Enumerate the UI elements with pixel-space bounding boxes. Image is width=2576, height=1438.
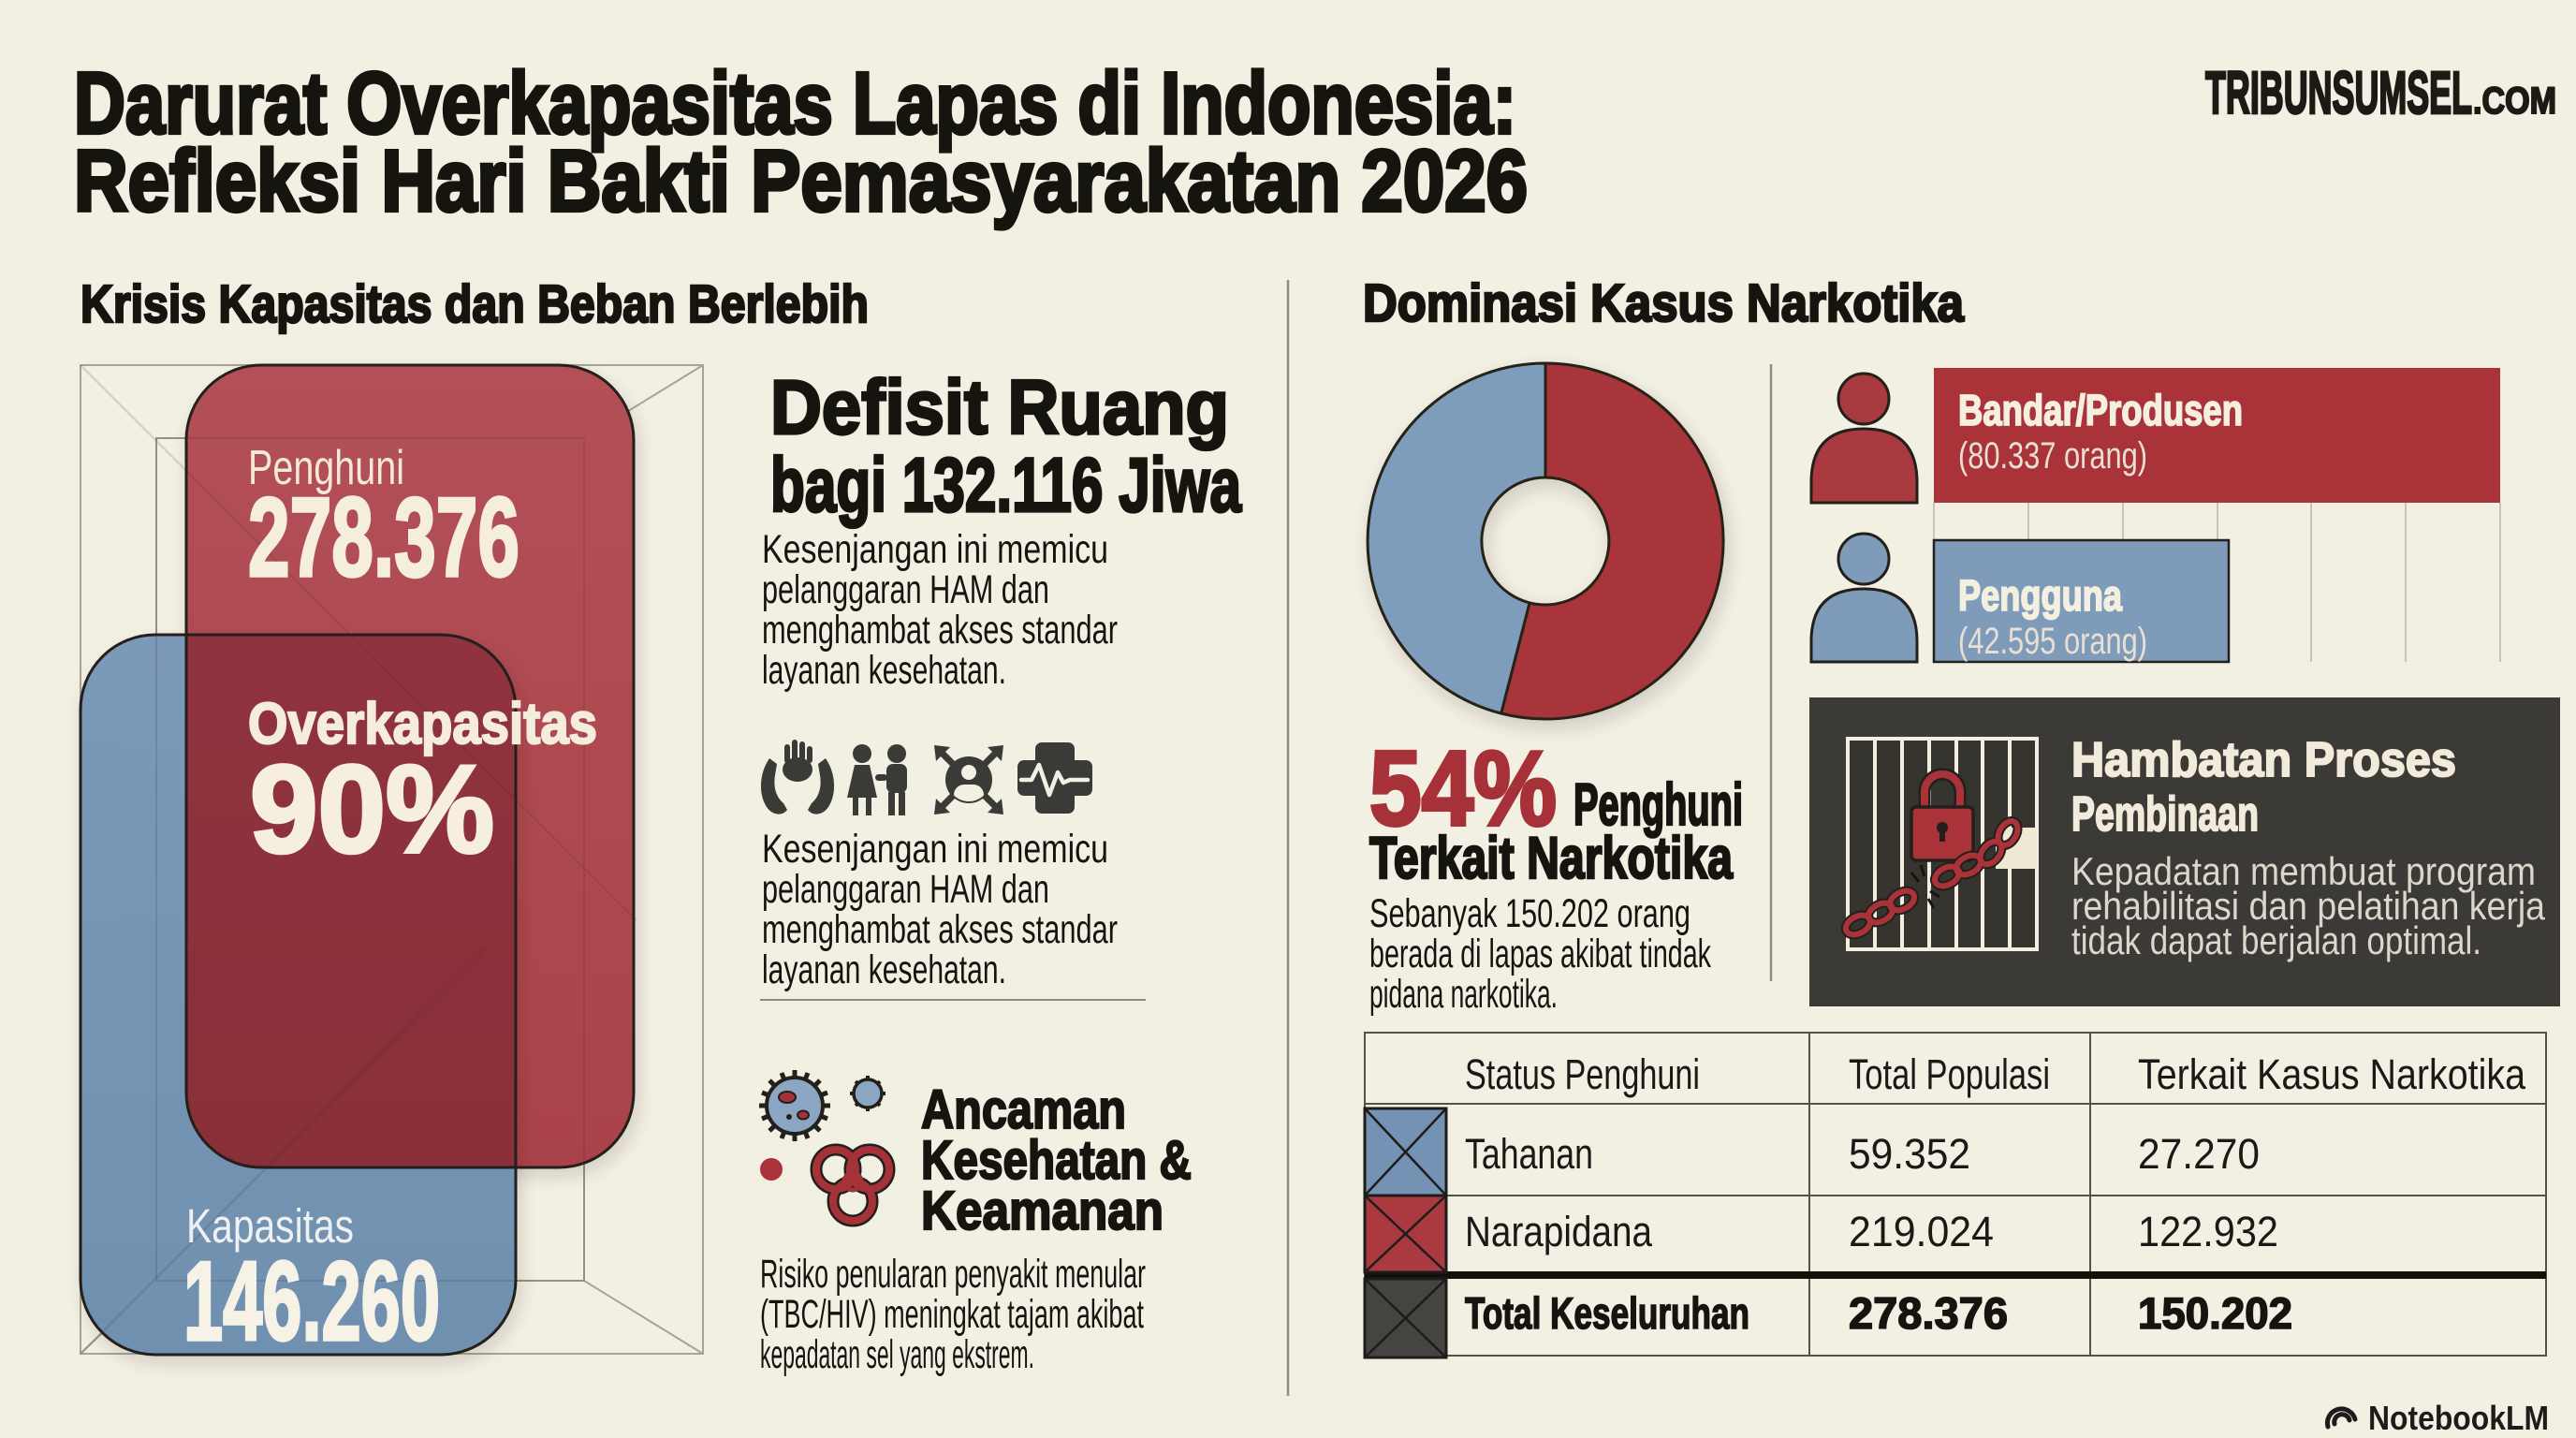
- svg-text:Terkait Narkotika: Terkait Narkotika: [1369, 826, 1734, 891]
- svg-text:(TBC/HIV) meningkat tajam akib: (TBC/HIV) meningkat tajam akibat: [760, 1292, 1144, 1337]
- svg-text:Kepadatan membuat program: Kepadatan membuat program: [2071, 849, 2536, 893]
- svg-text:146.260: 146.260: [183, 1239, 440, 1364]
- svg-text:278.376: 278.376: [1849, 1288, 2008, 1338]
- svg-text:90%: 90%: [250, 741, 494, 879]
- svg-text:pidana narkotika.: pidana narkotika.: [1369, 972, 1558, 1017]
- svg-text:Overkapasitas: Overkapasitas: [248, 692, 597, 756]
- svg-text:Kesenjangan ini memicu: Kesenjangan ini memicu: [762, 527, 1108, 572]
- svg-text:Risiko penularan penyakit menu: Risiko penularan penyakit menular: [760, 1252, 1146, 1297]
- svg-text:menghambat akses standar: menghambat akses standar: [762, 608, 1118, 653]
- svg-text:27.270: 27.270: [2138, 1130, 2260, 1178]
- svg-text:rehabilitasi dan pelatihan ker: rehabilitasi dan pelatihan kerja: [2071, 884, 2546, 928]
- svg-text:pelanggaran HAM dan: pelanggaran HAM dan: [762, 567, 1049, 612]
- svg-text:Total Populasi: Total Populasi: [1849, 1050, 2050, 1098]
- svg-text:(42.595 orang): (42.595 orang): [1958, 621, 2147, 662]
- svg-text:150.202: 150.202: [2138, 1288, 2292, 1338]
- svg-text:berada di lapas akibat tindak: berada di lapas akibat tindak: [1369, 932, 1711, 976]
- svg-text:TRIBUNSUMSEL: TRIBUNSUMSEL: [2205, 59, 2472, 126]
- svg-text:Krisis Kapasitas dan Beban Ber: Krisis Kapasitas dan Beban Berlebih: [80, 274, 869, 334]
- svg-text:Pembinaan: Pembinaan: [2071, 787, 2259, 842]
- svg-text:Narapidana: Narapidana: [1465, 1208, 1653, 1255]
- svg-text:Defisit Ruang: Defisit Ruang: [770, 365, 1229, 450]
- svg-text:Dominasi Kasus Narkotika: Dominasi Kasus Narkotika: [1363, 273, 1965, 333]
- svg-text:Penghuni: Penghuni: [1573, 772, 1743, 838]
- svg-text:tidak dapat berjalan optimal.: tidak dapat berjalan optimal.: [2071, 918, 2481, 962]
- svg-text:122.932: 122.932: [2138, 1208, 2278, 1255]
- svg-text:Kapasitas: Kapasitas: [186, 1199, 354, 1253]
- svg-text:bagi 132.116 Jiwa: bagi 132.116 Jiwa: [770, 443, 1242, 528]
- svg-text:Hambatan Proses: Hambatan Proses: [2071, 733, 2456, 787]
- svg-text:Ancaman: Ancaman: [921, 1079, 1126, 1140]
- svg-text:219.024: 219.024: [1849, 1208, 1994, 1255]
- svg-text:59.352: 59.352: [1849, 1130, 1970, 1178]
- svg-text:Penghuni: Penghuni: [248, 441, 404, 495]
- svg-text:Keamanan: Keamanan: [921, 1181, 1164, 1241]
- svg-text:Bandar/Produsen: Bandar/Produsen: [1958, 386, 2243, 434]
- svg-text:NotebookLM: NotebookLM: [2368, 1399, 2549, 1437]
- svg-text:kepadatan sel yang ekstrem.: kepadatan sel yang ekstrem.: [760, 1332, 1034, 1377]
- svg-text:Darurat Overkapasitas Lapas di: Darurat Overkapasitas Lapas di Indonesia…: [74, 54, 1516, 152]
- svg-text:Kesenjangan ini memicu: Kesenjangan ini memicu: [762, 827, 1108, 872]
- svg-text:Kesehatan &: Kesehatan &: [921, 1130, 1192, 1191]
- svg-text:(80.337 orang): (80.337 orang): [1958, 435, 2147, 477]
- svg-text:Status Penghuni: Status Penghuni: [1465, 1050, 1700, 1098]
- svg-text:menghambat akses standar: menghambat akses standar: [762, 907, 1118, 952]
- svg-text:Refleksi Hari Bakti Pemasyarak: Refleksi Hari Bakti Pemasyarakatan 2026: [74, 132, 1528, 229]
- svg-text:.COM: .COM: [2473, 81, 2556, 122]
- svg-text:Pengguna: Pengguna: [1958, 571, 2122, 620]
- svg-text:Sebanyak 150.202 orang: Sebanyak 150.202 orang: [1369, 891, 1690, 936]
- svg-text:layanan kesehatan.: layanan kesehatan.: [762, 947, 1006, 992]
- svg-text:layanan kesehatan.: layanan kesehatan.: [762, 648, 1006, 693]
- svg-text:Total Keseluruhan: Total Keseluruhan: [1465, 1288, 1749, 1338]
- svg-text:54%: 54%: [1369, 729, 1557, 847]
- svg-text:Terkait Kasus Narkotika: Terkait Kasus Narkotika: [2138, 1050, 2526, 1098]
- svg-text:278.376: 278.376: [248, 475, 520, 600]
- svg-text:pelanggaran HAM dan: pelanggaran HAM dan: [762, 867, 1049, 912]
- svg-text:Tahanan: Tahanan: [1465, 1130, 1593, 1178]
